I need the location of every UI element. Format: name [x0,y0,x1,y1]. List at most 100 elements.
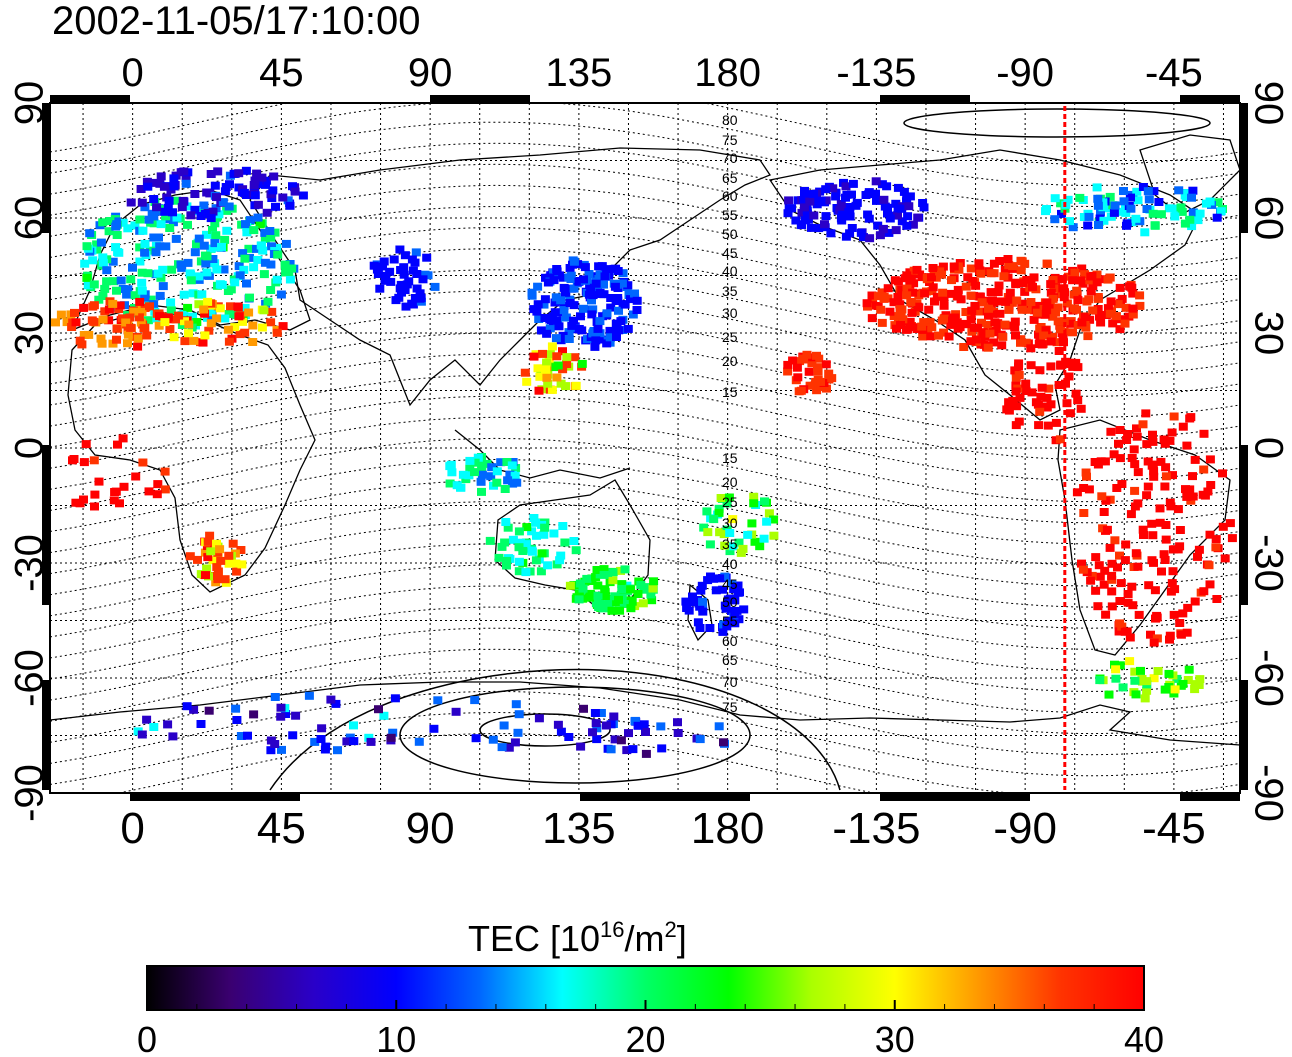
tec-point [160,467,170,476]
tec-point [1122,627,1132,636]
tec-point [1109,450,1119,459]
dip-contour-line [50,501,1240,587]
tec-point [521,540,531,549]
tec-point [953,324,963,333]
tec-point [510,738,520,747]
tec-point [89,317,99,326]
tec-point [245,253,254,262]
tec-point [693,618,703,627]
tec-point [1155,504,1165,513]
tec-point [1131,214,1141,223]
tec-point [928,264,938,272]
tec-point [591,279,601,288]
tec-point [564,273,574,282]
tec-point [285,260,295,268]
tec-point [1107,602,1117,611]
tec-point [447,468,457,477]
tec-point [639,720,649,729]
tec-point [272,328,282,337]
tec-point [153,269,163,278]
tec-point [212,193,221,202]
tec-point [112,324,122,333]
tec-point [533,300,543,309]
tec-point [599,280,608,289]
tec-point [208,556,218,565]
tec-point [220,187,230,196]
tec-point [1142,440,1152,449]
australia-coast [494,479,651,611]
tec-point [537,549,547,558]
tec-point [92,240,102,249]
tec-point [1161,535,1171,544]
tec-point [908,288,918,297]
tec-point [477,461,487,470]
tec-point [1122,436,1132,444]
tec-point [183,258,193,267]
tec-point [1199,429,1209,438]
tec-point [1204,561,1214,570]
tec-point [595,317,605,326]
tec-point [184,329,193,338]
tec-point [1017,305,1027,314]
tec-point [192,240,201,249]
tec-point [183,303,193,312]
tec-point [1076,404,1086,413]
dip-contour-line [50,163,1240,250]
tec-point [241,220,250,229]
tec-point [165,325,175,333]
tec-point [212,563,222,572]
lon-tick-label: 135 [542,804,615,853]
tec-point [1206,481,1216,489]
tec-point [259,306,269,315]
tec-point [714,508,724,517]
tec-point [499,721,509,730]
tec-point [724,616,734,625]
tec-point [747,519,757,528]
tec-point [1199,587,1209,596]
tec-point [502,556,512,565]
tec-point [349,737,359,746]
tec-point [160,485,170,494]
tec-point [1011,280,1021,289]
tec-point [1198,490,1208,499]
tec-point [1126,193,1135,202]
tec-point [82,242,92,251]
tec-point [721,604,731,613]
tec-point [554,322,564,331]
tec-point [423,271,433,280]
tec-point [1166,587,1176,596]
tec-point [190,248,200,257]
tec-point [110,488,120,496]
tec-point [1108,319,1118,328]
tec-point [501,518,511,526]
tec-point [288,182,297,191]
dip-label: 45 [722,245,738,261]
tec-point [624,291,634,299]
tec-point [159,182,169,191]
lat-axis-left: 90 60 30 0 -30 -60 -90 [8,81,52,822]
tec-point [244,308,254,317]
tec-point [144,487,154,496]
lat-tick-label: -90 [8,764,52,822]
tec-point [181,174,191,183]
tec-point [465,456,475,465]
tec-point [703,576,713,585]
tec-point [578,584,588,593]
tec-point [266,318,276,327]
tec-point [158,265,168,274]
tec-point [1086,287,1096,296]
tec-point [500,485,510,493]
frame-band-left [42,445,50,605]
dip-label: 40 [722,263,738,279]
tec-point [580,263,590,272]
lon-axis-top: 0 45 90 135 180 -135 -90 -45 [122,51,1203,95]
tec-point [847,190,856,199]
tec-point [1095,572,1105,581]
tec-point [1187,222,1197,231]
tec-point [547,342,557,351]
tec-point [234,169,244,178]
tec-point [527,291,537,300]
tec-point [482,459,492,468]
tec-point [1110,536,1120,545]
tec-point [395,245,405,254]
